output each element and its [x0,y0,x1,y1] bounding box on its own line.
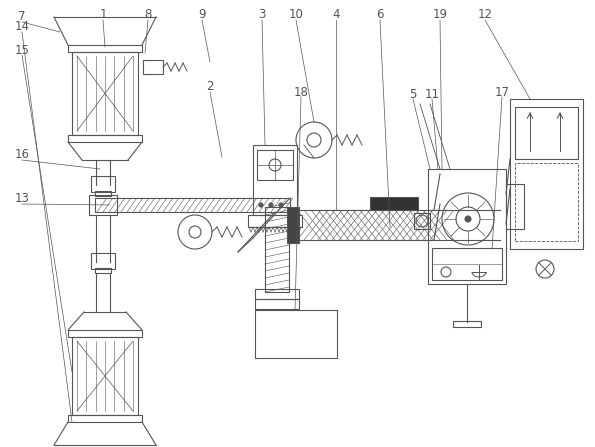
Bar [95,198,290,212]
Bar [506,184,524,229]
Bar [515,107,578,159]
Text: 5: 5 [409,88,416,101]
Bar [91,253,115,269]
Bar [91,176,115,192]
Text: 15: 15 [14,43,29,56]
Bar [432,248,502,280]
Bar [253,145,297,215]
Text: 4: 4 [332,8,340,21]
Text: 11: 11 [424,88,440,101]
Bar [68,330,142,337]
Bar [510,99,583,249]
Circle shape [465,216,471,222]
Circle shape [279,203,283,207]
Text: 9: 9 [198,8,206,21]
Text: 2: 2 [206,80,214,93]
Bar [370,197,418,210]
Circle shape [269,203,273,207]
Text: 19: 19 [433,8,447,21]
Bar [95,191,111,196]
Bar [515,163,578,241]
Text: 17: 17 [494,85,509,98]
Bar [428,169,506,284]
Text: 8: 8 [145,8,152,21]
Bar [68,45,142,52]
Bar [72,337,138,415]
Text: 7: 7 [18,10,26,24]
Bar [414,213,430,229]
Bar [255,299,299,309]
Bar [265,207,289,292]
Text: 6: 6 [376,8,384,21]
Text: 16: 16 [14,148,30,161]
Text: 14: 14 [14,21,30,34]
Text: 10: 10 [289,8,303,21]
Bar [68,135,142,142]
Text: 1: 1 [99,8,107,21]
Text: 3: 3 [258,8,266,21]
Bar [68,415,142,422]
Bar [143,60,163,74]
Text: 12: 12 [478,8,493,21]
Bar [95,268,111,273]
Text: 18: 18 [293,85,308,98]
Bar [257,150,293,180]
Bar [72,52,138,135]
Bar [255,310,337,358]
Bar [453,321,481,327]
Bar [255,289,299,299]
Circle shape [259,203,263,207]
Bar [248,215,302,227]
Bar [287,207,299,243]
Text: 13: 13 [14,193,29,206]
Bar [89,195,117,215]
